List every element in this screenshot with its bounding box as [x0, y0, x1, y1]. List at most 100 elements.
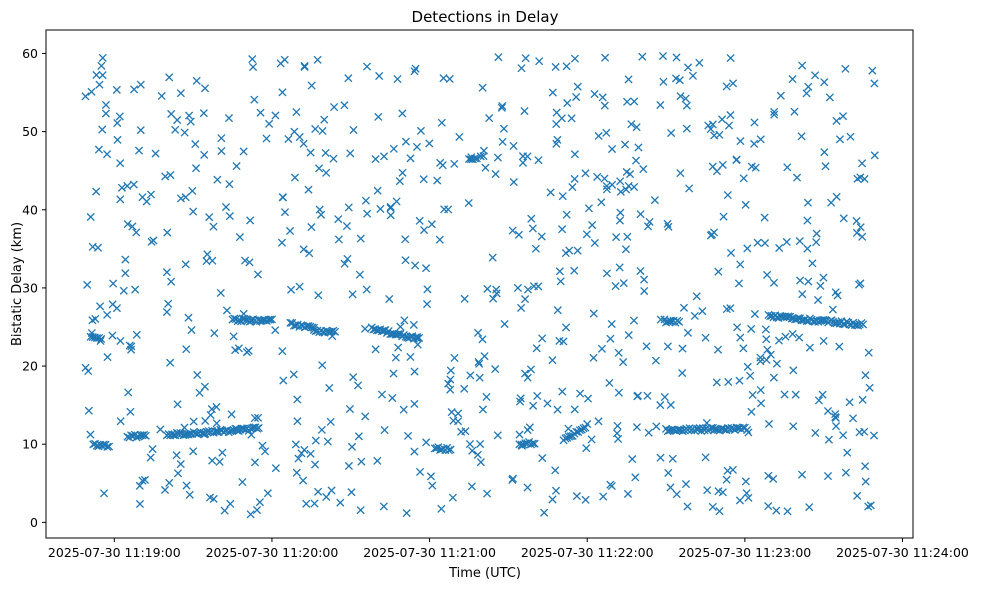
- data-point: [744, 428, 753, 437]
- data-point: [437, 118, 446, 127]
- data-point: [98, 53, 107, 62]
- data-point: [97, 334, 106, 344]
- data-point: [361, 196, 370, 205]
- data-point: [176, 89, 185, 98]
- data-point: [200, 430, 209, 439]
- data-point: [349, 125, 358, 135]
- data-point: [454, 409, 463, 418]
- data-point: [756, 386, 765, 395]
- data-point: [643, 391, 652, 400]
- data-point: [315, 205, 324, 214]
- data-point: [762, 355, 771, 365]
- data-point: [629, 316, 639, 325]
- data-point: [741, 477, 750, 486]
- data-point: [483, 489, 492, 498]
- data-point: [814, 396, 823, 405]
- data-point: [314, 291, 323, 300]
- data-point: [521, 295, 530, 304]
- data-point: [558, 387, 567, 396]
- data-point: [546, 188, 555, 197]
- data-point: [708, 502, 717, 511]
- data-point: [410, 399, 419, 408]
- data-point: [668, 454, 677, 463]
- data-point: [344, 461, 353, 471]
- data-point: [253, 270, 262, 279]
- data-point: [227, 410, 236, 419]
- data-point: [353, 381, 363, 390]
- data-point: [182, 481, 191, 490]
- data-point: [212, 402, 221, 412]
- data-point: [299, 476, 308, 485]
- data-point: [300, 445, 309, 455]
- data-point: [460, 384, 469, 393]
- data-point: [640, 286, 649, 296]
- data-point: [789, 422, 798, 431]
- data-point: [558, 225, 567, 234]
- data-point: [517, 64, 526, 73]
- data-point: [848, 414, 858, 423]
- data-point: [764, 502, 773, 511]
- data-point: [482, 392, 491, 402]
- data-point: [468, 446, 477, 455]
- data-point: [701, 333, 710, 342]
- data-point: [98, 71, 107, 80]
- data-point: [831, 288, 840, 297]
- data-point: [357, 457, 366, 466]
- data-point: [311, 436, 320, 445]
- data-point: [630, 97, 639, 106]
- data-point: [812, 229, 821, 238]
- data-point: [770, 110, 779, 119]
- data-point: [497, 103, 506, 112]
- data-point: [615, 216, 624, 225]
- data-point: [101, 109, 110, 118]
- data-point: [601, 53, 610, 62]
- data-point: [804, 82, 813, 91]
- data-point: [86, 430, 95, 439]
- data-point: [802, 89, 811, 98]
- data-point: [551, 62, 560, 72]
- data-point: [682, 101, 691, 110]
- data-point: [839, 431, 848, 440]
- data-point: [266, 315, 275, 324]
- data-point: [215, 457, 224, 466]
- data-point: [518, 158, 528, 167]
- data-point: [783, 507, 792, 516]
- data-point: [271, 111, 280, 120]
- data-point: [789, 366, 798, 375]
- data-point: [200, 84, 210, 93]
- data-point: [232, 424, 241, 434]
- data-point: [619, 358, 628, 367]
- data-point: [736, 137, 745, 146]
- chart-title: Detections in Delay: [412, 8, 559, 26]
- data-point: [548, 88, 557, 97]
- data-point: [855, 428, 864, 437]
- data-point: [321, 148, 330, 157]
- data-point: [813, 295, 823, 305]
- data-point: [713, 345, 723, 354]
- data-point: [450, 353, 459, 362]
- data-point: [192, 76, 201, 85]
- data-point: [172, 451, 181, 460]
- data-point: [583, 394, 593, 403]
- y-tick-label: 30: [22, 280, 38, 295]
- data-point: [533, 391, 542, 400]
- data-point: [520, 369, 530, 378]
- data-point: [389, 369, 398, 378]
- data-point: [348, 290, 357, 299]
- data-point: [310, 460, 320, 469]
- data-point: [526, 365, 536, 374]
- data-point: [212, 419, 221, 428]
- data-point: [576, 389, 585, 398]
- data-point: [831, 422, 841, 431]
- data-point: [181, 430, 190, 439]
- data-point: [200, 382, 209, 391]
- data-point: [398, 109, 407, 118]
- data-point: [395, 177, 404, 186]
- data-point: [280, 208, 290, 217]
- data-point: [157, 91, 166, 101]
- data-point: [795, 237, 804, 246]
- data-point: [508, 474, 518, 483]
- data-point: [184, 313, 193, 322]
- data-point: [103, 310, 112, 319]
- data-point: [336, 498, 345, 507]
